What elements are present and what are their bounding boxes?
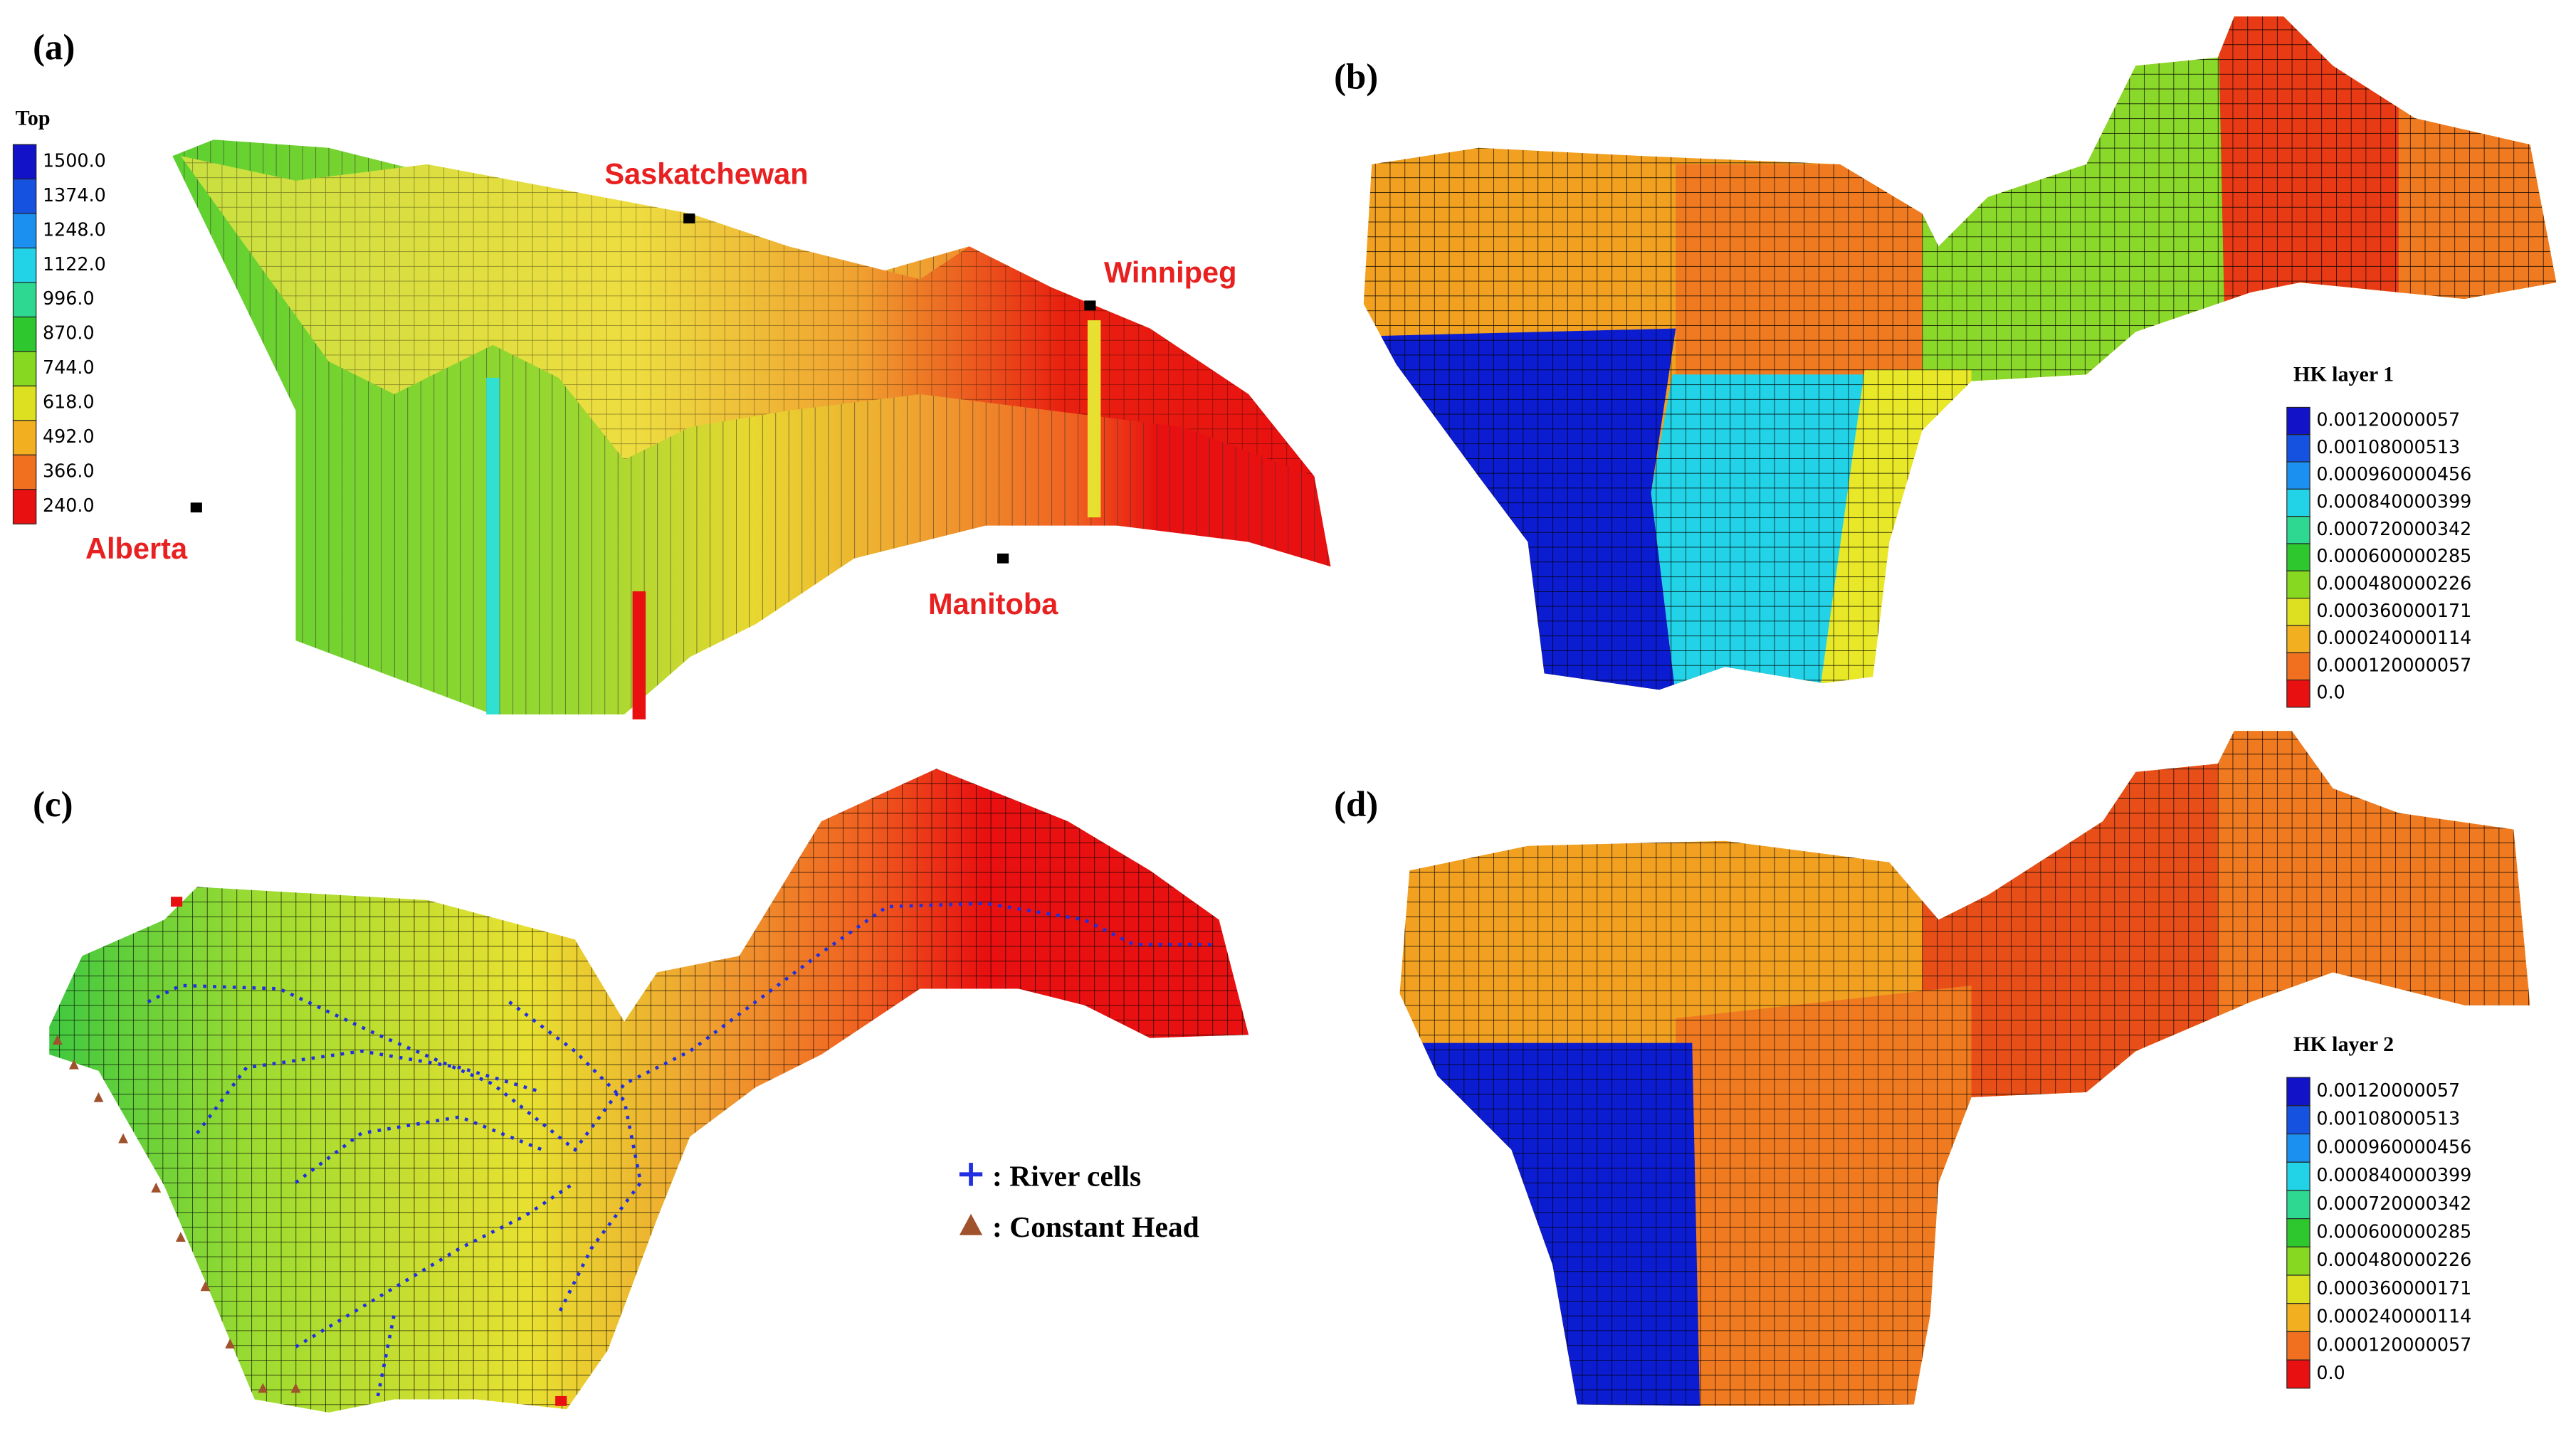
legend-title: Top bbox=[16, 106, 51, 130]
legend-swatch bbox=[12, 179, 37, 214]
legend-swatch bbox=[2286, 543, 2310, 571]
legend-label: 492.0 bbox=[43, 426, 95, 447]
legend-swatch bbox=[2286, 434, 2310, 463]
legend-label: 0.000240000114 bbox=[2316, 1306, 2471, 1327]
legend-swatch bbox=[2286, 570, 2310, 599]
legend-label: 618.0 bbox=[43, 391, 95, 413]
legend-swatch bbox=[12, 351, 37, 386]
key-label: : Constant Head bbox=[992, 1210, 1199, 1243]
legend-swatch bbox=[2286, 1359, 2310, 1389]
legend-swatch bbox=[2286, 1303, 2310, 1333]
place-label: Winnipeg bbox=[1104, 255, 1236, 289]
legend-swatch bbox=[2286, 625, 2310, 653]
legend-label: 0.000480000226 bbox=[2316, 1249, 2471, 1270]
legend-swatch bbox=[12, 385, 37, 421]
legend-swatch bbox=[2286, 1246, 2310, 1276]
head-map bbox=[49, 769, 1249, 1413]
legend-swatch bbox=[2286, 1161, 2310, 1191]
panel-label: (b) bbox=[1334, 57, 1378, 97]
legend-swatch bbox=[12, 420, 37, 455]
place-label: Alberta bbox=[85, 532, 188, 565]
legend-title: HK layer 2 bbox=[2293, 1033, 2394, 1056]
legend-swatch bbox=[2286, 1077, 2310, 1107]
panel-label: (a) bbox=[33, 27, 75, 67]
place-label: Manitoba bbox=[928, 587, 1058, 621]
legend-swatch bbox=[2286, 1331, 2310, 1361]
legend-swatch bbox=[2286, 1133, 2310, 1163]
legend-label: 0.000840000399 bbox=[2316, 491, 2471, 512]
legend-label: 0.000960000456 bbox=[2316, 1136, 2471, 1157]
legend-label: 0.000960000456 bbox=[2316, 463, 2471, 485]
legend-swatch bbox=[12, 282, 37, 318]
legend-label: 0.000120000057 bbox=[2316, 654, 2471, 675]
legend-label: 1248.0 bbox=[43, 218, 106, 240]
legend-label: 0.000360000171 bbox=[2316, 600, 2471, 621]
legend-label: 1500.0 bbox=[43, 149, 106, 171]
legend-label: 0.000720000342 bbox=[2316, 518, 2471, 539]
legend-label: 0.000120000057 bbox=[2316, 1334, 2471, 1355]
legend-swatch bbox=[12, 316, 37, 352]
legend-swatch bbox=[12, 144, 37, 180]
legend-label: 1374.0 bbox=[43, 184, 106, 206]
panel-label: (d) bbox=[1334, 784, 1378, 824]
legend-label: 0.000600000285 bbox=[2316, 1220, 2471, 1242]
place-label: Saskatchewan bbox=[604, 157, 808, 191]
legend-swatch bbox=[2286, 1218, 2310, 1247]
legend-swatch bbox=[2286, 516, 2310, 544]
legend-label: 0.00120000057 bbox=[2316, 409, 2460, 431]
legend-label: 0.0 bbox=[2316, 1362, 2345, 1383]
legend-swatch bbox=[2286, 461, 2310, 490]
legend-label: 0.000480000226 bbox=[2316, 572, 2471, 593]
legend-swatch bbox=[2286, 1274, 2310, 1304]
legend-label: 0.00108000513 bbox=[2316, 436, 2460, 458]
legend-label: 240.0 bbox=[43, 495, 95, 516]
legend-label: 744.0 bbox=[43, 357, 95, 378]
legend-label: 996.0 bbox=[43, 287, 95, 309]
legend-label: 0.000360000171 bbox=[2316, 1277, 2471, 1299]
panel-label: (c) bbox=[33, 784, 73, 824]
legend-swatch bbox=[2286, 1105, 2310, 1135]
legend-title: HK layer 1 bbox=[2293, 362, 2394, 386]
legend-label: 0.00120000057 bbox=[2316, 1079, 2460, 1101]
legend-label: 0.000240000114 bbox=[2316, 627, 2471, 648]
legend-label: 366.0 bbox=[43, 460, 95, 482]
legend-swatch bbox=[12, 213, 37, 249]
terrain-3d bbox=[172, 139, 1331, 719]
legend-swatch bbox=[12, 454, 37, 490]
legend-swatch bbox=[12, 489, 37, 524]
legend-label: 1122.0 bbox=[43, 253, 106, 275]
legend-swatch bbox=[2286, 406, 2310, 435]
legend-label: 870.0 bbox=[43, 322, 95, 344]
legend-swatch bbox=[2286, 488, 2310, 517]
legend-swatch bbox=[2286, 652, 2310, 681]
legend-swatch bbox=[2286, 679, 2310, 708]
legend-label: 0.000600000285 bbox=[2316, 545, 2471, 566]
legend-swatch bbox=[2286, 1190, 2310, 1220]
legend-swatch bbox=[2286, 598, 2310, 626]
legend-label: 0.000720000342 bbox=[2316, 1193, 2471, 1214]
key-label: : River cells bbox=[992, 1159, 1141, 1192]
legend-label: 0.00108000513 bbox=[2316, 1108, 2460, 1129]
legend-label: 0.000840000399 bbox=[2316, 1164, 2471, 1186]
legend-swatch bbox=[12, 247, 37, 283]
legend-label: 0.0 bbox=[2316, 682, 2345, 703]
